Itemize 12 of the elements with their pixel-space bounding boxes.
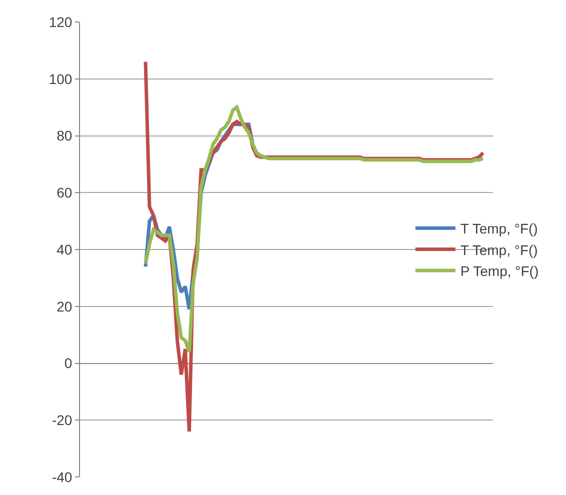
- y-tick-label: 40: [56, 241, 72, 258]
- legend-label: T Temp, °F(): [460, 242, 538, 258]
- y-tick-label: -40: [52, 468, 72, 485]
- y-tick-label: 120: [48, 14, 72, 30]
- y-tick-label: 20: [56, 298, 72, 314]
- y-tick-label: 0: [64, 355, 72, 372]
- y-tick-label: -20: [52, 412, 72, 428]
- y-tick-label: 100: [48, 70, 72, 87]
- y-tick-label: 80: [56, 128, 72, 144]
- legend-label: P Temp, °F(): [460, 262, 539, 279]
- y-tick-label: 60: [56, 184, 72, 201]
- legend-label: T Temp, °F(): [460, 220, 538, 237]
